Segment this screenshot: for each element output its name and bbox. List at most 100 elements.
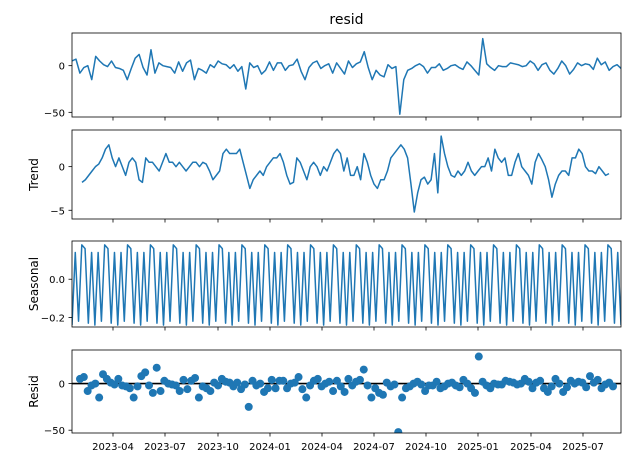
data-point <box>555 379 564 388</box>
x-tick-label: 2025-04 <box>510 442 552 453</box>
data-point <box>267 375 276 384</box>
data-point <box>474 352 483 361</box>
data-point <box>609 382 617 391</box>
data-point <box>145 381 154 390</box>
data-point <box>129 393 138 402</box>
data-point <box>175 387 184 396</box>
data-point <box>524 377 533 386</box>
data-point <box>394 428 403 433</box>
data-point <box>340 387 349 396</box>
data-point <box>528 384 537 393</box>
x-tick-label: 2023-10 <box>197 442 239 453</box>
panel-1: resid −50 0 <box>44 12 622 121</box>
data-point <box>233 378 242 387</box>
x-tick-label: 2025-07 <box>562 442 604 453</box>
data-point <box>585 372 594 381</box>
data-point <box>183 385 192 394</box>
data-point <box>336 382 345 391</box>
data-point <box>417 380 426 389</box>
data-point <box>294 373 303 382</box>
y-tick-label: 0 <box>59 163 65 174</box>
data-point <box>390 380 399 389</box>
y-tick-label: −50 <box>44 108 65 119</box>
x-tick-label: 2023-04 <box>92 442 134 453</box>
data-point <box>152 363 161 372</box>
axes-frame <box>71 240 622 328</box>
data-point <box>313 374 322 383</box>
data-point <box>536 376 545 385</box>
data-point <box>191 373 200 382</box>
data-point <box>432 377 441 386</box>
data-point <box>562 383 571 392</box>
data-point <box>421 387 430 396</box>
data-point <box>279 376 288 385</box>
series-line <box>72 244 621 326</box>
y-tick-label: 0.0 <box>49 275 65 286</box>
data-point <box>329 387 338 396</box>
data-point <box>133 382 142 391</box>
data-point <box>125 384 134 393</box>
data-point <box>179 375 188 384</box>
data-point <box>325 377 334 386</box>
axes-frame <box>71 129 622 220</box>
panel-title: resid <box>329 12 363 28</box>
y-axis-label: Seasonal <box>27 257 41 311</box>
data-point <box>367 393 376 402</box>
data-point <box>332 376 341 385</box>
x-tick-label: 2024-04 <box>301 442 343 453</box>
panel-2: Trend −5 0 <box>27 129 622 223</box>
data-point <box>363 381 372 390</box>
series-line <box>81 135 610 213</box>
data-point <box>547 382 556 391</box>
panel-3: Seasonal−0.2 0.0 <box>27 240 622 331</box>
plot-area <box>72 352 621 433</box>
data-point <box>290 378 299 387</box>
data-point <box>79 373 88 382</box>
data-point <box>470 388 479 397</box>
data-point <box>95 393 104 402</box>
series-line <box>72 37 621 115</box>
data-point <box>378 390 387 399</box>
data-point <box>141 368 150 377</box>
data-point <box>148 388 157 397</box>
y-tick-label: −50 <box>44 426 65 437</box>
data-point <box>593 375 602 384</box>
x-tick-label: 2024-01 <box>249 442 291 453</box>
data-point <box>110 380 119 389</box>
data-point <box>398 393 407 402</box>
y-tick-label: 0 <box>59 62 65 73</box>
x-tick-label: 2025-01 <box>457 442 499 453</box>
axes-frame <box>71 349 622 434</box>
data-point <box>298 385 307 394</box>
data-point <box>582 383 591 392</box>
y-axis-label: Resid <box>27 375 41 407</box>
data-point <box>302 393 311 402</box>
data-point <box>543 387 552 396</box>
plot-area <box>81 135 610 213</box>
y-tick-label: 0 <box>59 380 65 391</box>
data-point <box>355 375 364 384</box>
data-point <box>271 384 280 393</box>
data-point <box>263 384 272 393</box>
data-point <box>359 365 368 374</box>
x-tick-label: 2024-07 <box>353 442 395 453</box>
data-point <box>455 383 464 392</box>
data-point <box>240 380 249 389</box>
x-tick-label: 2024-10 <box>405 442 447 453</box>
y-tick-label: −0.2 <box>41 313 65 324</box>
y-tick-label: −5 <box>50 206 65 217</box>
data-point <box>91 379 100 388</box>
plot-area <box>72 244 621 326</box>
panel-4: Resid −50 0 2023-04 2023-07 2023-10 2024-01 202… <box>27 349 622 453</box>
plot-area <box>72 37 621 115</box>
data-point <box>83 387 92 396</box>
data-point <box>256 379 265 388</box>
data-point <box>156 387 165 396</box>
data-point <box>214 381 223 390</box>
data-point <box>244 402 253 411</box>
data-point <box>194 393 203 402</box>
data-point <box>344 374 353 383</box>
data-point <box>206 387 215 396</box>
x-tick-label: 2023-07 <box>144 442 186 453</box>
